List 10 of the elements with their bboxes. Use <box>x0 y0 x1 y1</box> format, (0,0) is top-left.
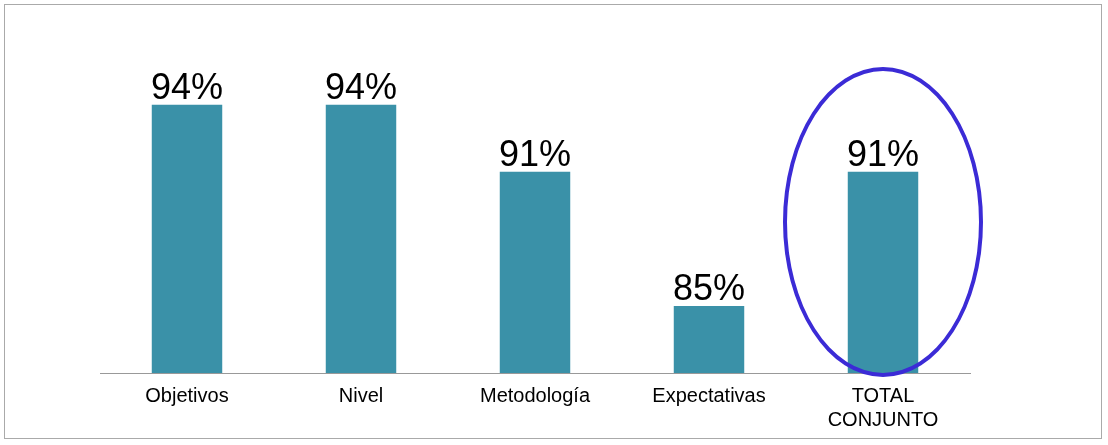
data-label: 91% <box>498 132 572 174</box>
x-tick-label: Metodología <box>479 383 591 406</box>
x-tick-label: Objetivos <box>145 383 229 406</box>
data-label: 91% <box>846 132 920 174</box>
data-label: 85% <box>672 266 746 308</box>
x-tick-label: Expectativas <box>652 383 766 406</box>
x-tick-label: Nivel <box>338 383 384 406</box>
data-label: 94% <box>150 65 224 107</box>
data-label: 94% <box>324 65 398 107</box>
x-tick-label: TOTAL CONJUNTO <box>827 383 939 430</box>
